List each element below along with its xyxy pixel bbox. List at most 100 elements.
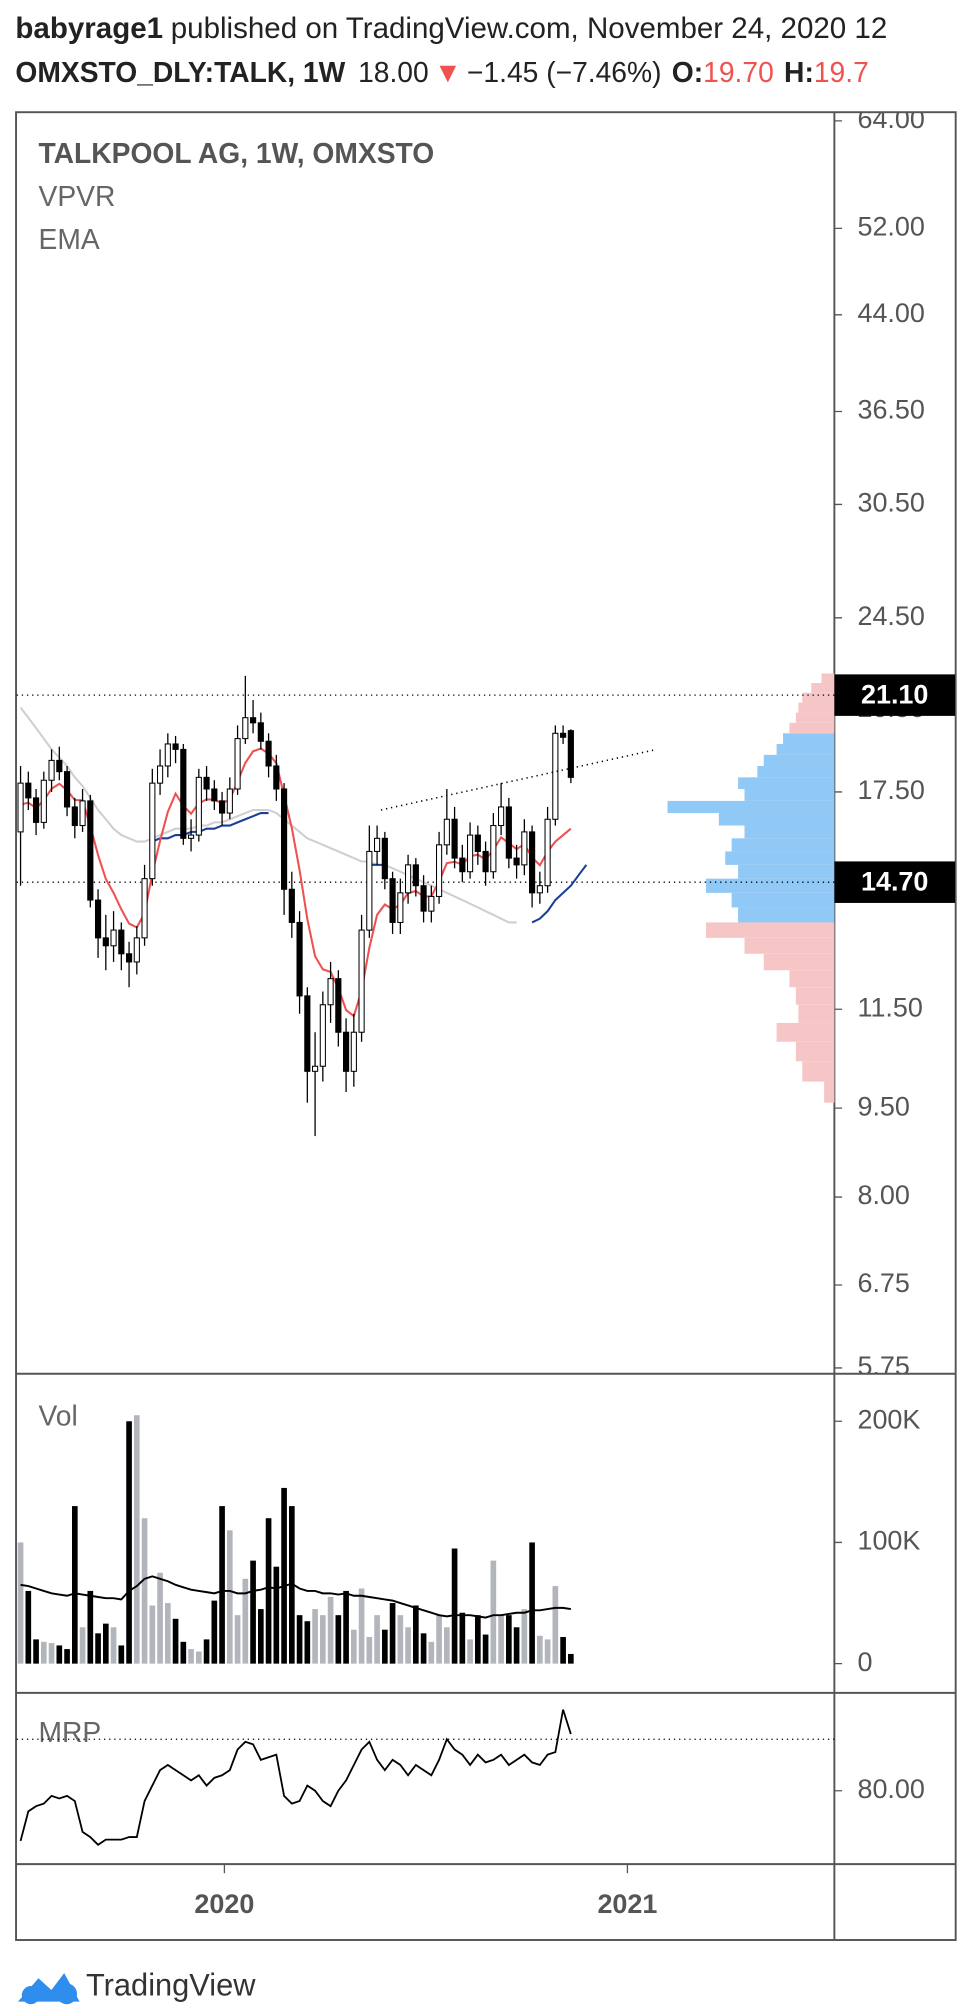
volume-bar — [428, 1641, 435, 1664]
volume-bar — [250, 1560, 256, 1664]
candle-body — [257, 722, 264, 742]
volume-bar — [234, 1615, 241, 1664]
published: published on TradingView.com, November 2… — [171, 12, 887, 45]
candle-body — [529, 831, 536, 894]
volume-bar — [374, 1615, 380, 1664]
volume-bar — [110, 1627, 117, 1664]
candle-body — [40, 779, 47, 823]
volume-bar — [64, 1649, 70, 1664]
volume-bar — [164, 1603, 171, 1664]
volume-bar — [405, 1627, 411, 1664]
candle-body — [420, 885, 427, 912]
volume-bar — [56, 1645, 63, 1664]
vpvr-bar — [718, 813, 835, 826]
candle-body — [234, 738, 241, 790]
candle-body — [412, 864, 419, 887]
candle-body — [17, 782, 24, 833]
candle-body — [552, 732, 559, 820]
vpvr-bar — [798, 1004, 835, 1023]
candle-body — [249, 717, 257, 724]
vpvr-bar — [802, 1061, 835, 1082]
candle-body — [87, 800, 94, 901]
y-tick-label: 44.00 — [857, 297, 924, 328]
change: −1.45 (−7.46%) — [467, 56, 662, 88]
volume-bar — [219, 1506, 225, 1664]
vpvr-bar — [824, 1081, 835, 1103]
candle-body — [226, 788, 233, 814]
candle-body — [102, 937, 109, 947]
candle-body — [172, 743, 179, 750]
legend-item: VPVR — [39, 181, 116, 213]
candle-body — [118, 929, 125, 955]
candle-body — [536, 885, 543, 894]
volume-bar — [382, 1629, 388, 1664]
volume-bar — [343, 1590, 349, 1664]
volume-bar — [544, 1639, 551, 1664]
volume-bar — [87, 1590, 94, 1664]
y-axis: 0 100K 200K — [834, 1403, 920, 1677]
candle-body — [490, 825, 497, 873]
candle-body — [25, 782, 32, 799]
candle-body — [544, 818, 551, 887]
candle-body — [560, 732, 567, 738]
candle-body — [405, 864, 412, 894]
volume-bar — [490, 1560, 497, 1664]
y-tick-label: 64.00 — [857, 103, 924, 134]
volume-bar — [335, 1615, 342, 1664]
volume-bar — [436, 1615, 442, 1664]
candle-body — [451, 818, 458, 859]
candle-body — [436, 844, 443, 897]
candle-body — [505, 806, 512, 859]
volume-bar — [203, 1639, 210, 1664]
volume-bar — [40, 1641, 47, 1664]
volume-bar — [188, 1649, 194, 1664]
candle-body — [141, 878, 148, 939]
volume-bar — [467, 1639, 473, 1664]
vpvr-bar — [763, 953, 835, 971]
y-tick-label: 6.75 — [857, 1267, 909, 1298]
volume-bar — [521, 1609, 528, 1664]
volume-bar — [475, 1615, 481, 1664]
candle-body — [265, 740, 272, 767]
candle-body — [397, 892, 404, 923]
volume-bar — [351, 1629, 357, 1664]
volume-bar — [444, 1627, 450, 1664]
volume-bar — [126, 1421, 132, 1664]
open-label: O: — [672, 56, 703, 88]
candle-body — [327, 978, 334, 1006]
candle-body — [459, 857, 466, 873]
volume-bar — [157, 1572, 163, 1664]
y-tick-label: 80.00 — [857, 1773, 924, 1804]
x-tick-label: 2020 — [194, 1888, 254, 1919]
vpvr-bar — [706, 878, 835, 893]
y-tick-label: 5.75 — [857, 1350, 909, 1381]
volume-bar — [537, 1635, 543, 1664]
candle-body — [381, 837, 388, 880]
candle-body — [125, 953, 133, 963]
y-tick-label: 11.50 — [857, 991, 922, 1022]
mrp-line — [19, 1709, 572, 1846]
candle-body — [350, 1031, 357, 1072]
vpvr-bar — [789, 722, 835, 734]
price-label-box — [834, 861, 956, 903]
volume-bar — [358, 1588, 365, 1664]
volume-bar — [102, 1623, 109, 1664]
vpvr-bar — [731, 838, 835, 852]
candle-body — [94, 899, 102, 939]
candle-body — [467, 834, 474, 873]
price-label-box — [834, 674, 956, 716]
candle-body — [48, 759, 55, 781]
candle-body — [312, 1065, 319, 1072]
volume-bar — [242, 1578, 249, 1664]
candle-body — [164, 743, 171, 767]
trendline — [380, 748, 658, 811]
candle-body — [79, 800, 86, 827]
volume-bar — [227, 1530, 233, 1664]
vpvr-bar — [731, 892, 835, 908]
candle-body — [218, 800, 226, 814]
vpvr-bar — [725, 851, 835, 865]
candle-body — [242, 717, 249, 740]
candle-body — [211, 788, 218, 802]
vpvr-bar — [667, 800, 835, 814]
volume-bar — [513, 1627, 520, 1664]
